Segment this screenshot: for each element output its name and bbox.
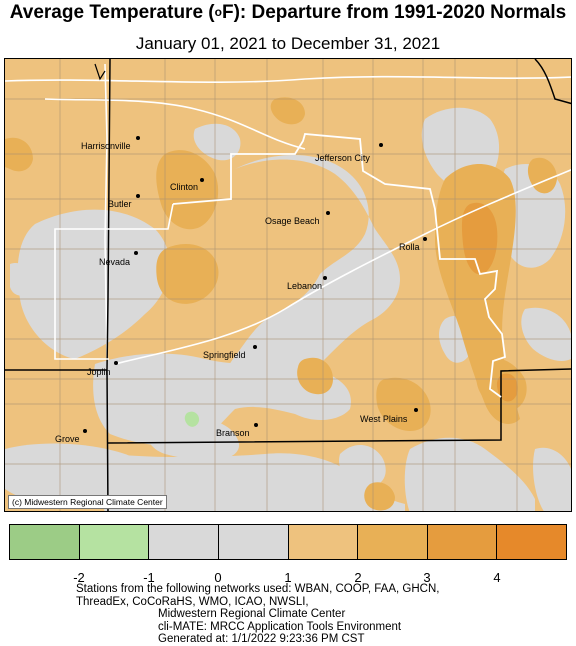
legend-bin-4 (218, 525, 289, 559)
legend-bin-1 (10, 525, 80, 559)
west-plains-dot (414, 408, 418, 412)
legend-tick-2: 2 (354, 570, 362, 585)
city-label-springfield: Springfield (203, 350, 246, 360)
footer-climate-tool: cli-MATE: MRCC Application Tools Environ… (158, 620, 402, 633)
city-label-grove: Grove (55, 434, 80, 444)
color-legend (9, 524, 567, 560)
city-label-clinton: Clinton (170, 182, 199, 192)
legend-tick-4: 4 (493, 570, 501, 585)
highways (5, 63, 571, 365)
springfield-dot (253, 345, 257, 349)
butler-dot (136, 194, 140, 198)
city-label-osage-beach: Osage Beach (265, 216, 320, 226)
footer-notes: Stations from the following networks use… (76, 583, 571, 646)
grove-dot (83, 429, 87, 433)
city-label-joplin: Joplin (87, 367, 111, 377)
date-range-subtitle: January 01, 2021 to December 31, 2021 (135, 34, 441, 53)
rolla-dot (423, 237, 427, 241)
city-label-branson: Branson (216, 428, 250, 438)
legend-bin-2 (79, 525, 150, 559)
copyright-credit: (c) Midwestern Regional Climate Center (8, 495, 167, 509)
city-label-nevada: Nevada (99, 257, 131, 267)
city-label-jefferson-city: Jefferson City (315, 153, 370, 163)
legend-tick-neg1: -1 (143, 570, 155, 585)
legend-bin-3 (149, 525, 219, 559)
footer-generated: Generated at: 1/1/2022 9:23:36 PM CST (158, 633, 365, 645)
lebanon-dot (323, 276, 327, 280)
city-label-rolla: Rolla (399, 242, 420, 252)
legend-bin-7 (427, 525, 498, 559)
nevada-dot (134, 251, 138, 255)
state-boundaries (5, 59, 571, 511)
joplin-dot (114, 361, 118, 365)
legend-tick-neg2: -2 (73, 570, 85, 585)
legend-bin-5 (288, 525, 359, 559)
osage-beach-dot (326, 211, 330, 215)
branson-dot (254, 423, 258, 427)
legend-tick-3: 3 (423, 570, 431, 585)
footer-networks-line-2: ThreadEx, CoCoRaHS, WMO, ICAO, NWSLI, (76, 595, 309, 608)
temperature-departure-map: Harrisonville Jefferson City Clinton But… (4, 58, 572, 512)
jefferson-city-dot (379, 143, 383, 147)
city-label-butler: Butler (108, 199, 132, 209)
clinton-dot (200, 178, 204, 182)
harrisonville-dot (136, 136, 140, 140)
departure-regions (5, 59, 571, 511)
city-label-west-plains: West Plains (360, 414, 408, 424)
footer-mrcc: Midwestern Regional Climate Center (158, 608, 346, 620)
legend-bin-6 (358, 525, 428, 559)
legend-tick-0: 0 (214, 570, 222, 585)
legend-bin-8 (497, 525, 566, 559)
map-canvas (5, 59, 571, 511)
footer-networks-line: Stations from the following networks use… (76, 583, 440, 595)
city-label-harrisonville: Harrisonville (81, 141, 131, 151)
city-label-lebanon: Lebanon (287, 281, 323, 291)
legend-tick-1: 1 (284, 570, 292, 585)
map-title: Average Temperature (oF): Departure from… (9, 2, 567, 23)
